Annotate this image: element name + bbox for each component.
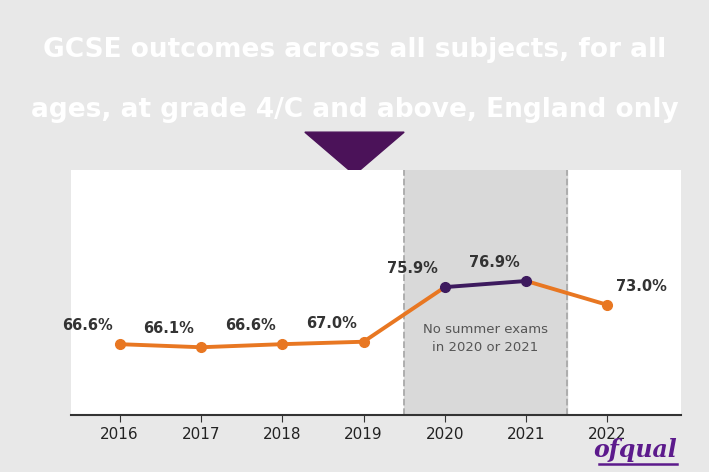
- Text: 73.0%: 73.0%: [615, 279, 666, 294]
- Text: No summer exams
in 2020 or 2021: No summer exams in 2020 or 2021: [423, 323, 548, 354]
- Text: GCSE outcomes across all subjects, for all: GCSE outcomes across all subjects, for a…: [43, 36, 666, 63]
- Text: 67.0%: 67.0%: [306, 316, 357, 331]
- Bar: [404, 170, 566, 415]
- Text: ages, at grade 4/C and above, England only: ages, at grade 4/C and above, England on…: [30, 97, 679, 124]
- Text: 66.6%: 66.6%: [62, 318, 113, 333]
- Text: 76.9%: 76.9%: [469, 255, 520, 270]
- Text: 66.6%: 66.6%: [225, 318, 276, 333]
- Polygon shape: [305, 132, 404, 175]
- Text: 75.9%: 75.9%: [388, 261, 438, 276]
- Text: 66.1%: 66.1%: [144, 321, 194, 336]
- Text: ofqual: ofqual: [593, 438, 677, 462]
